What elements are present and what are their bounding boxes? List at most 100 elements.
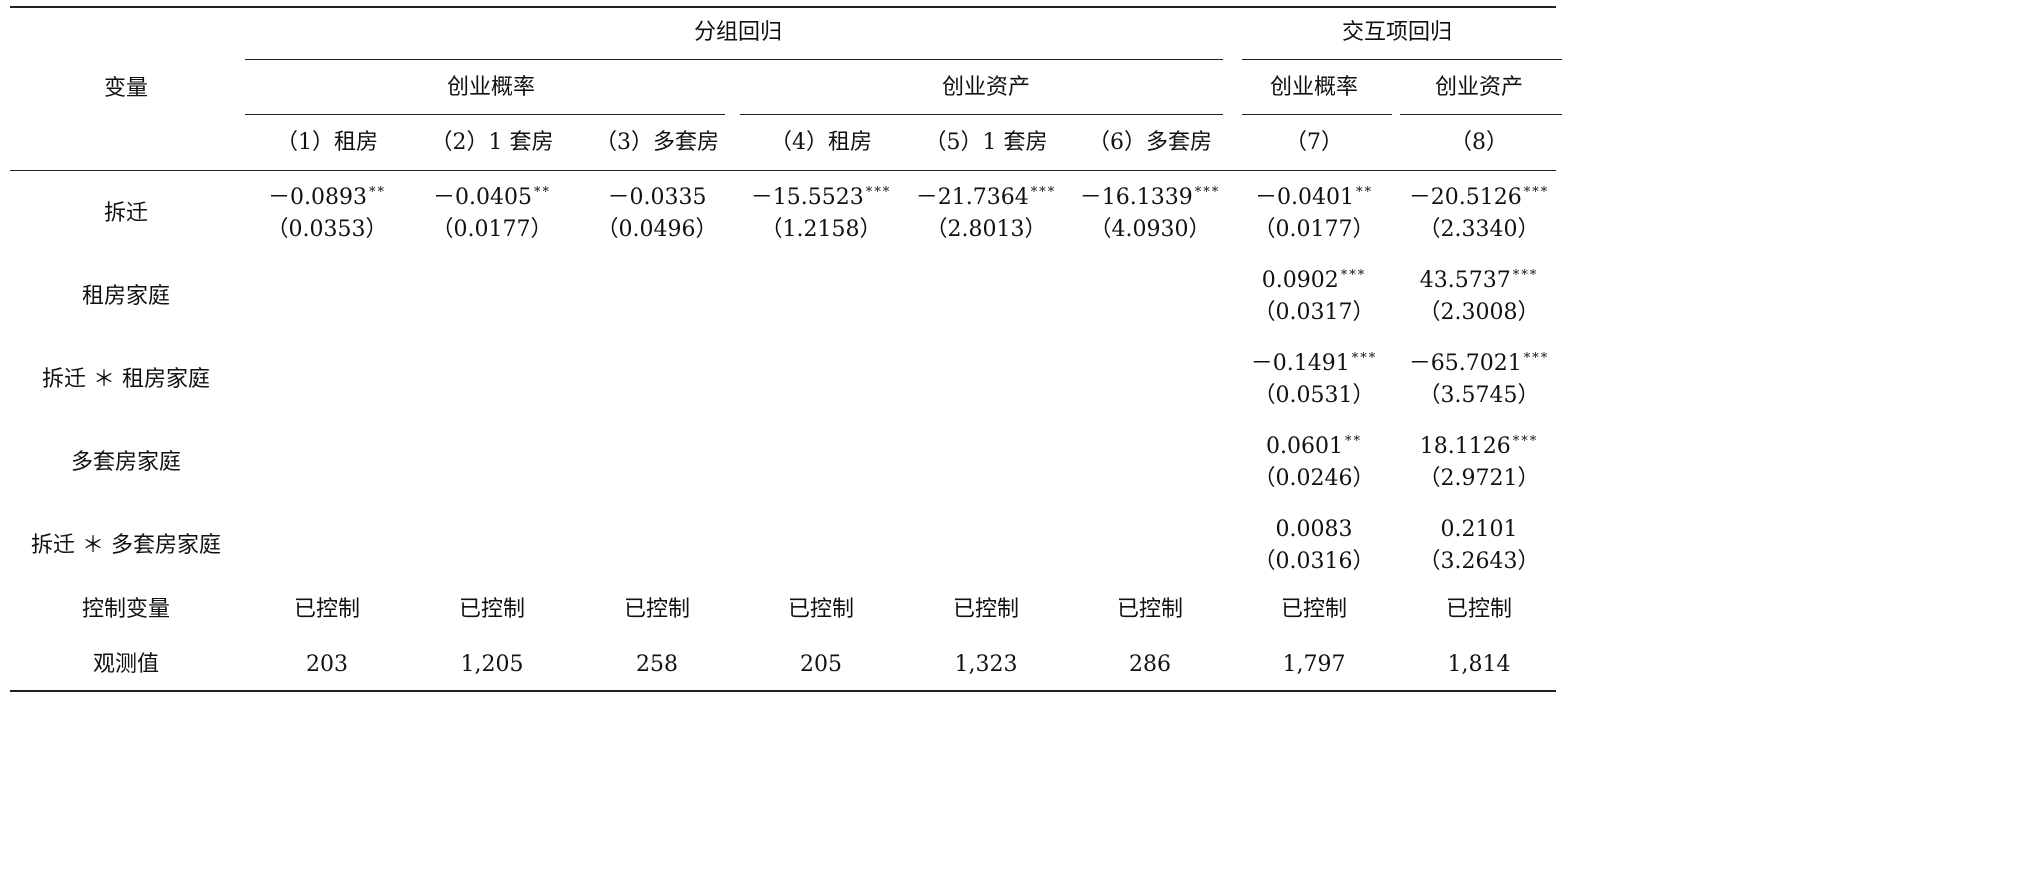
row-label: 拆迁 bbox=[103, 201, 149, 226]
significance-stars: *** bbox=[1030, 185, 1057, 200]
significance-stars: ** bbox=[1355, 185, 1373, 200]
significance-stars: *** bbox=[1523, 185, 1550, 200]
coefficient-value: －20.5126 bbox=[1408, 185, 1522, 210]
variable-header: 变量 bbox=[103, 76, 149, 101]
column-header: （6）多套房 bbox=[1088, 130, 1212, 155]
observations-cell: 203 bbox=[306, 652, 348, 677]
coefficient-value: －0.0405 bbox=[433, 185, 532, 210]
controls-cell: 已控制 bbox=[952, 597, 1020, 622]
significance-stars: ** bbox=[368, 185, 386, 200]
coefficient-value: －65.7021 bbox=[1408, 351, 1522, 376]
coefficient-value: －0.0335 bbox=[607, 185, 707, 210]
controls-cell: 已控制 bbox=[623, 597, 691, 622]
significance-stars: *** bbox=[1512, 268, 1539, 283]
controls-cell: 已控制 bbox=[1280, 597, 1348, 622]
observations-cell: 286 bbox=[1129, 652, 1171, 677]
coefficient: 43.5737 *** bbox=[1420, 268, 1538, 297]
coefficient: －15.5523 *** bbox=[751, 185, 891, 214]
standard-error: （0.0317） bbox=[1253, 300, 1375, 325]
significance-stars: *** bbox=[1512, 434, 1539, 449]
column-header: （5）1 套房 bbox=[924, 130, 1048, 155]
row-label: 拆迁 ＊ 租房家庭 bbox=[42, 367, 210, 392]
row-label: 租房家庭 bbox=[81, 284, 171, 309]
interaction-regression-underline bbox=[1242, 59, 1562, 60]
column-header: （7） bbox=[1285, 130, 1343, 155]
standard-error: （4.0930） bbox=[1089, 217, 1211, 242]
significance-stars: ** bbox=[1344, 434, 1362, 449]
inter-prob-underline bbox=[1242, 114, 1392, 115]
column-header: （2）1 套房 bbox=[430, 130, 554, 155]
standard-error: （0.0531） bbox=[1253, 383, 1375, 408]
inter-asset-underline bbox=[1400, 114, 1562, 115]
column-header: （3）多套房 bbox=[595, 130, 719, 155]
coefficient: －0.0893 ** bbox=[268, 185, 386, 214]
coefficient: －0.0405 ** bbox=[433, 185, 551, 214]
column-header: （4）租房 bbox=[770, 130, 872, 155]
coefficient-value: －21.7364 bbox=[915, 185, 1029, 210]
observations-cell: 1,797 bbox=[1282, 652, 1346, 677]
bottom-rule bbox=[10, 690, 1556, 692]
controls-label: 控制变量 bbox=[81, 597, 171, 622]
group-regression-underline bbox=[245, 59, 1223, 60]
observations-label: 观测值 bbox=[92, 652, 160, 677]
coefficient-value: －0.0893 bbox=[268, 185, 367, 210]
coefficient: －0.1491 *** bbox=[1251, 351, 1377, 380]
inter-asset-header: 创业资产 bbox=[1434, 75, 1524, 100]
coefficient: 0.0902 *** bbox=[1262, 268, 1366, 297]
regression-table: 变量 分组回归 交互项回归 创业概率 创业资产 创业概率 创业资产 （1）租房 （… bbox=[10, 6, 1562, 692]
significance-stars: ** bbox=[533, 185, 551, 200]
controls-cell: 已控制 bbox=[293, 597, 361, 622]
standard-error: （3.5745） bbox=[1418, 383, 1540, 408]
standard-error: （1.2158） bbox=[760, 217, 882, 242]
top-rule bbox=[10, 6, 1556, 8]
coefficient-value: －0.0401 bbox=[1255, 185, 1354, 210]
coefficient: －20.5126 *** bbox=[1409, 185, 1549, 214]
group-asset-header: 创业资产 bbox=[941, 75, 1031, 100]
coefficient-value: 43.5737 bbox=[1419, 268, 1511, 293]
coefficient-value: －0.1491 bbox=[1250, 351, 1350, 376]
coefficient-value: 18.1126 bbox=[1419, 434, 1511, 459]
header-bottom-rule bbox=[10, 170, 1556, 171]
significance-stars: *** bbox=[865, 185, 892, 200]
group-prob-underline bbox=[245, 114, 725, 115]
controls-cell: 已控制 bbox=[1116, 597, 1184, 622]
row-label: 拆迁 ＊ 多套房家庭 bbox=[31, 533, 221, 558]
coefficient-value: 0.0083 bbox=[1275, 517, 1353, 542]
standard-error: （0.0177） bbox=[431, 217, 553, 242]
group-regression-header: 分组回归 bbox=[693, 20, 783, 45]
coefficient-value: －15.5523 bbox=[750, 185, 864, 210]
observations-cell: 258 bbox=[636, 652, 678, 677]
controls-cell: 已控制 bbox=[1445, 597, 1513, 622]
observations-cell: 205 bbox=[800, 652, 842, 677]
observations-cell: 1,814 bbox=[1447, 652, 1511, 677]
inter-prob-header: 创业概率 bbox=[1269, 75, 1359, 100]
coefficient: 18.1126 *** bbox=[1420, 434, 1538, 463]
coefficient-value: －16.1339 bbox=[1079, 185, 1193, 210]
significance-stars: *** bbox=[1351, 351, 1378, 366]
significance-stars: *** bbox=[1523, 351, 1550, 366]
controls-cell: 已控制 bbox=[458, 597, 526, 622]
standard-error: （0.0177） bbox=[1253, 217, 1375, 242]
coefficient-value: 0.0902 bbox=[1261, 268, 1339, 293]
coefficient: －0.0401 ** bbox=[1255, 185, 1373, 214]
significance-stars: *** bbox=[1194, 185, 1221, 200]
standard-error: （0.0246） bbox=[1253, 466, 1375, 491]
coefficient: －21.7364 *** bbox=[916, 185, 1056, 214]
standard-error: （2.9721） bbox=[1418, 466, 1540, 491]
standard-error: （2.8013） bbox=[925, 217, 1047, 242]
standard-error: （2.3340） bbox=[1418, 217, 1540, 242]
coefficient: 0.2101 bbox=[1441, 517, 1518, 543]
standard-error: （0.0353） bbox=[266, 217, 388, 242]
standard-error: （0.0316） bbox=[1253, 549, 1375, 574]
observations-cell: 1,323 bbox=[954, 652, 1018, 677]
coefficient-value: 0.0601 bbox=[1266, 434, 1343, 459]
coefficient: －16.1339 *** bbox=[1080, 185, 1220, 214]
coefficient-value: 0.2101 bbox=[1440, 517, 1518, 542]
column-header: （8） bbox=[1450, 130, 1508, 155]
group-asset-underline bbox=[740, 114, 1223, 115]
interaction-regression-header: 交互项回归 bbox=[1341, 20, 1453, 45]
coefficient: 0.0083 bbox=[1276, 517, 1353, 543]
coefficient: －0.0335 bbox=[608, 185, 707, 211]
controls-cell: 已控制 bbox=[787, 597, 855, 622]
row-label: 多套房家庭 bbox=[70, 450, 182, 475]
